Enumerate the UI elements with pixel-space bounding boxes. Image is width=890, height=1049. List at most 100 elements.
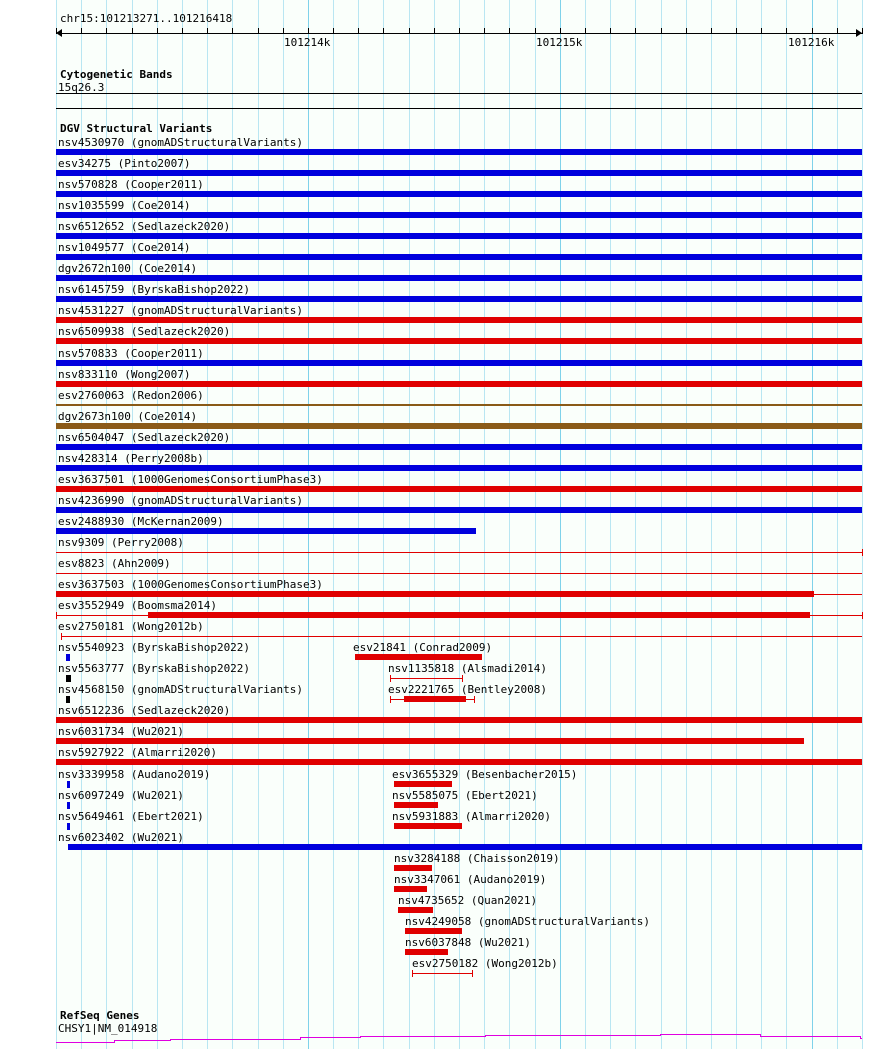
- variant-marker[interactable]: [66, 654, 70, 661]
- variant-label[interactable]: nsv4249058 (gnomADStructuralVariants): [405, 915, 651, 928]
- variant-label[interactable]: esv3637501 (1000GenomesConsortiumPhase3): [58, 473, 323, 486]
- variant-bar[interactable]: [56, 381, 862, 387]
- variant-label[interactable]: esv34275 (Pinto2007): [58, 157, 191, 170]
- gene-intron-segment[interactable]: [114, 1040, 170, 1041]
- variant-bar[interactable]: [394, 802, 438, 808]
- variant-whisker[interactable]: [412, 973, 472, 974]
- variant-bar[interactable]: [56, 759, 862, 765]
- variant-bar[interactable]: [404, 696, 466, 702]
- variant-bar[interactable]: [394, 865, 432, 871]
- variant-label[interactable]: nsv1035599 (Coe2014): [58, 199, 191, 212]
- variant-marker[interactable]: [67, 802, 70, 809]
- variant-label[interactable]: nsv4530970 (gnomADStructuralVariants): [58, 136, 304, 149]
- variant-label[interactable]: nsv1049577 (Coe2014): [58, 241, 191, 254]
- gene-intron-segment[interactable]: [660, 1034, 760, 1035]
- variant-bar[interactable]: [56, 360, 862, 366]
- variant-label[interactable]: nsv6504047 (Sedlazeck2020): [58, 431, 231, 444]
- variant-label[interactable]: esv3637503 (1000GenomesConsortiumPhase3): [58, 578, 323, 591]
- variant-bar[interactable]: [56, 404, 862, 406]
- gene-intron-segment[interactable]: [760, 1036, 860, 1037]
- variant-label[interactable]: nsv5931883 (Almarri2020): [392, 810, 551, 823]
- variant-label[interactable]: nsv6509938 (Sedlazeck2020): [58, 325, 231, 338]
- variant-bar[interactable]: [56, 465, 862, 471]
- variant-label[interactable]: esv3655329 (Besenbacher2015): [392, 768, 578, 781]
- variant-label[interactable]: nsv570833 (Cooper2011): [58, 347, 204, 360]
- variant-label[interactable]: nsv6037848 (Wu2021): [405, 936, 531, 949]
- gene-intron-segment[interactable]: [300, 1037, 360, 1038]
- variant-label[interactable]: nsv5563777 (ByrskaBishop2022): [58, 662, 251, 675]
- variant-label[interactable]: nsv4236990 (gnomADStructuralVariants): [58, 494, 304, 507]
- variant-label[interactable]: nsv4568150 (gnomADStructuralVariants): [58, 683, 304, 696]
- variant-label[interactable]: nsv1135818 (Alsmadi2014): [388, 662, 547, 675]
- variant-bar[interactable]: [148, 612, 810, 618]
- variant-label[interactable]: nsv6097249 (Wu2021): [58, 789, 184, 802]
- variant-bar[interactable]: [394, 781, 452, 787]
- variant-bar[interactable]: [56, 149, 862, 155]
- variant-bar[interactable]: [56, 507, 862, 513]
- variant-bar[interactable]: [56, 486, 862, 492]
- variant-bar[interactable]: [56, 212, 862, 218]
- variant-label[interactable]: nsv5927922 (Almarri2020): [58, 746, 217, 759]
- variant-bar[interactable]: [405, 928, 462, 934]
- variant-bar[interactable]: [68, 844, 862, 850]
- variant-label[interactable]: nsv5540923 (ByrskaBishop2022): [58, 641, 251, 654]
- variant-bar[interactable]: [405, 949, 448, 955]
- gene-intron-segment[interactable]: [860, 1038, 862, 1039]
- variant-bar[interactable]: [56, 170, 862, 176]
- variant-bar[interactable]: [56, 191, 862, 197]
- variant-bar[interactable]: [56, 254, 862, 260]
- variant-bar[interactable]: [398, 907, 433, 913]
- variant-marker[interactable]: [66, 696, 70, 703]
- variant-bar[interactable]: [56, 738, 804, 744]
- variant-bar[interactable]: [56, 275, 862, 281]
- variant-bar[interactable]: [394, 823, 462, 829]
- variant-whisker[interactable]: [61, 636, 862, 637]
- variant-label[interactable]: nsv3284188 (Chaisson2019): [394, 852, 560, 865]
- variant-label[interactable]: nsv4735652 (Quan2021): [398, 894, 538, 907]
- variant-label[interactable]: nsv6512652 (Sedlazeck2020): [58, 220, 231, 233]
- gene-intron-segment[interactable]: [170, 1039, 300, 1040]
- variant-bar[interactable]: [394, 886, 427, 892]
- variant-label[interactable]: nsv428314 (Perry2008b): [58, 452, 204, 465]
- variant-label[interactable]: nsv5649461 (Ebert2021): [58, 810, 204, 823]
- variant-bar[interactable]: [56, 338, 862, 344]
- variant-label[interactable]: nsv5585075 (Ebert2021): [392, 789, 538, 802]
- variant-bar[interactable]: [56, 444, 862, 450]
- variant-marker[interactable]: [66, 675, 71, 682]
- gene-intron-segment[interactable]: [360, 1036, 485, 1037]
- variant-whisker[interactable]: [56, 552, 862, 553]
- variant-label[interactable]: nsv3339958 (Audano2019): [58, 768, 211, 781]
- variant-label[interactable]: nsv6023402 (Wu2021): [58, 831, 184, 844]
- variant-label[interactable]: esv2750181 (Wong2012b): [58, 620, 204, 633]
- variant-label[interactable]: esv21841 (Conrad2009): [353, 641, 493, 654]
- variant-label[interactable]: esv8823 (Ahn2009): [58, 557, 171, 570]
- variant-label[interactable]: esv2221765 (Bentley2008): [388, 683, 547, 696]
- variant-bar[interactable]: [56, 423, 862, 429]
- variant-bar[interactable]: [355, 654, 482, 660]
- variant-label[interactable]: nsv570828 (Cooper2011): [58, 178, 204, 191]
- variant-label[interactable]: dgv2673n100 (Coe2014): [58, 410, 198, 423]
- variant-bar[interactable]: [56, 317, 862, 323]
- variant-label[interactable]: nsv9309 (Perry2008): [58, 536, 184, 549]
- variant-label[interactable]: nsv3347061 (Audano2019): [394, 873, 547, 886]
- variant-label[interactable]: dgv2672n100 (Coe2014): [58, 262, 198, 275]
- variant-marker[interactable]: [67, 823, 70, 830]
- variant-label[interactable]: esv2750182 (Wong2012b): [412, 957, 558, 970]
- variant-whisker[interactable]: [56, 573, 862, 574]
- variant-label[interactable]: nsv6031734 (Wu2021): [58, 725, 184, 738]
- gene-intron-segment[interactable]: [56, 1042, 114, 1043]
- variant-label[interactable]: esv2488930 (McKernan2009): [58, 515, 224, 528]
- variant-bar[interactable]: [56, 296, 862, 302]
- variant-bar[interactable]: [56, 233, 862, 239]
- variant-bar[interactable]: [56, 717, 862, 723]
- variant-bar[interactable]: [56, 528, 476, 534]
- variant-label[interactable]: nsv6145759 (ByrskaBishop2022): [58, 283, 251, 296]
- variant-label[interactable]: nsv4531227 (gnomADStructuralVariants): [58, 304, 304, 317]
- variant-whisker[interactable]: [390, 678, 462, 679]
- variant-label[interactable]: esv2760063 (Redon2006): [58, 389, 204, 402]
- variant-bar[interactable]: [56, 591, 814, 597]
- variant-label[interactable]: nsv6512236 (Sedlazeck2020): [58, 704, 231, 717]
- variant-label[interactable]: esv3552949 (Boomsma2014): [58, 599, 217, 612]
- gene-intron-segment[interactable]: [485, 1035, 660, 1036]
- variant-label[interactable]: nsv833110 (Wong2007): [58, 368, 191, 381]
